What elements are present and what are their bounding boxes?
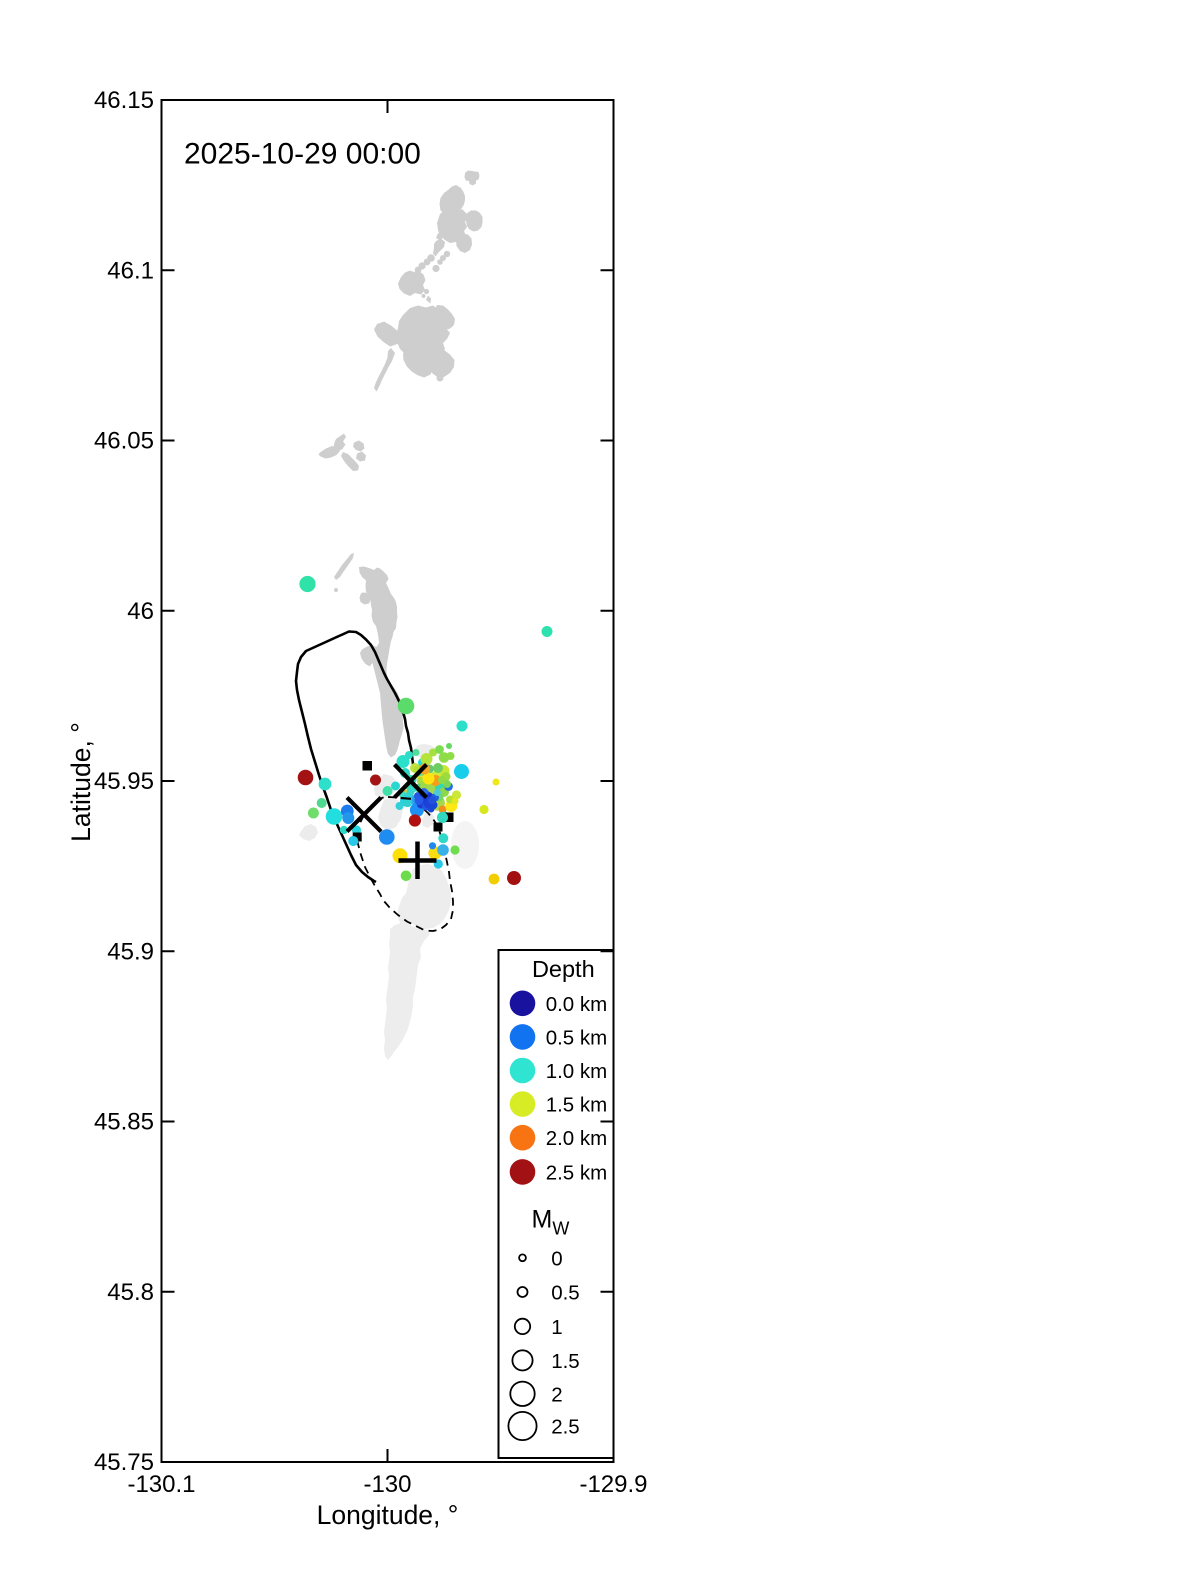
svg-text:Longitude, °: Longitude, ° [317, 1500, 459, 1530]
svg-text:-129.9: -129.9 [579, 1471, 647, 1498]
svg-text:-130.1: -130.1 [127, 1471, 195, 1498]
svg-text:45.95: 45.95 [94, 768, 154, 795]
svg-text:46: 46 [127, 598, 154, 625]
svg-text:1.5 km: 1.5 km [546, 1094, 608, 1117]
svg-text:Depth: Depth [532, 956, 595, 982]
svg-text:0.5: 0.5 [551, 1282, 580, 1305]
svg-text:2.5 km: 2.5 km [546, 1161, 608, 1184]
svg-text:45.9: 45.9 [107, 938, 154, 965]
svg-text:1.0 km: 1.0 km [546, 1060, 608, 1083]
svg-text:46.05: 46.05 [94, 428, 154, 455]
svg-text:0.5 km: 0.5 km [546, 1026, 608, 1049]
svg-text:46.1: 46.1 [107, 257, 154, 284]
svg-text:Latitude, °: Latitude, ° [66, 722, 96, 842]
svg-text:2.5: 2.5 [551, 1416, 580, 1439]
svg-text:45.8: 45.8 [107, 1279, 154, 1306]
svg-text:45.75: 45.75 [94, 1449, 154, 1476]
svg-text:2025-10-29 00:00: 2025-10-29 00:00 [184, 138, 421, 171]
svg-text:0.0 km: 0.0 km [546, 993, 608, 1016]
svg-text:2.0 km: 2.0 km [546, 1127, 608, 1150]
svg-text:46.15: 46.15 [94, 87, 154, 114]
svg-text:0: 0 [551, 1247, 562, 1270]
svg-text:1.5: 1.5 [551, 1350, 580, 1373]
svg-text:-130: -130 [363, 1471, 411, 1498]
svg-text:45.85: 45.85 [94, 1109, 154, 1136]
svg-text:2: 2 [551, 1383, 562, 1406]
svg-text:1: 1 [551, 1316, 562, 1339]
